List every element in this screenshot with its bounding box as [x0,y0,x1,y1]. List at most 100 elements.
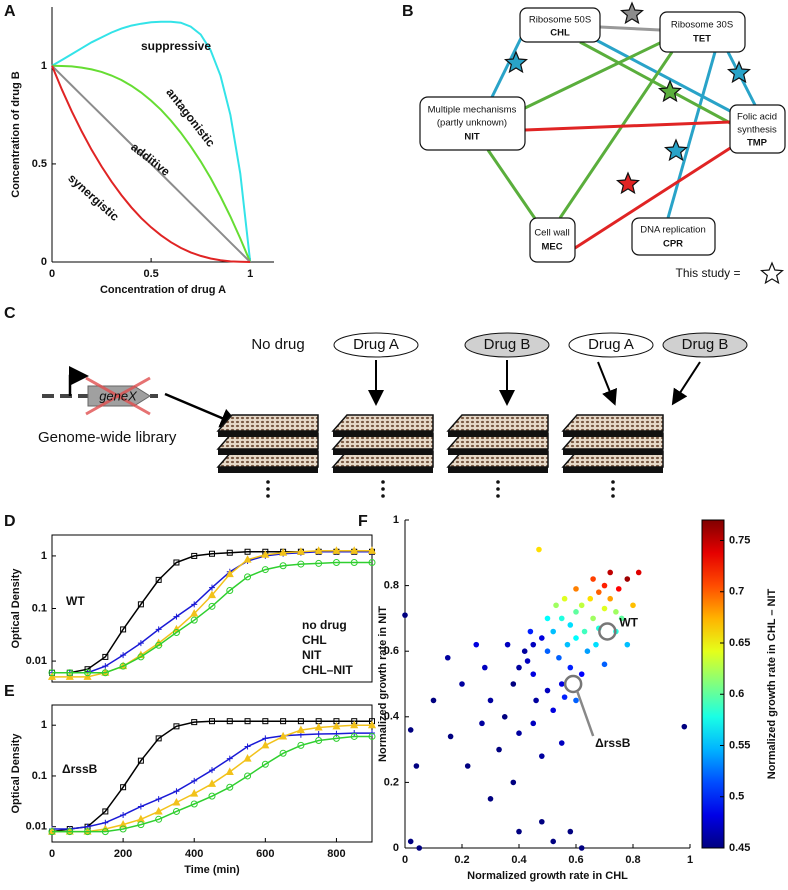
point [416,845,423,851]
point [618,615,625,622]
panel-label: E [4,683,15,700]
marker [102,663,109,670]
legend-entry: CHL [302,633,327,647]
point [573,697,579,704]
series-line [52,550,372,678]
marker [226,586,234,594]
node-code: TMP [747,138,768,149]
point [561,694,568,700]
library-label: Genome-wide library [38,429,177,446]
marker [155,641,163,649]
drug-tags [333,332,748,358]
point [567,828,574,835]
marker [66,669,74,677]
marker [172,807,180,815]
point [533,697,539,704]
marker [209,584,215,591]
series-label: suppressive [141,39,211,53]
marker [120,626,127,633]
point [530,671,537,677]
marker [332,558,340,566]
point [607,569,613,576]
point [501,714,508,720]
series-line [51,64,252,263]
marker [48,669,56,677]
condition-label: Drug B [484,336,531,353]
point [444,654,451,661]
y-tick-label: 0.01 [26,655,47,667]
y-axis-label: Normalized growth rate in NIT [377,606,389,762]
marker [225,569,234,578]
drug-arrows [368,360,701,406]
marker [244,718,251,725]
plate-side [333,449,433,455]
annotation: ΔrssB [62,762,98,776]
marker [155,796,162,803]
point [553,602,559,609]
marker [120,652,127,659]
plate-side [563,431,663,437]
node-text: Ribosome 50S [529,15,591,26]
marker [209,718,215,725]
highlight-label: WT [619,616,638,630]
x-tick-label: 800 [327,848,345,860]
marker [244,573,252,581]
legend-entry: CHL–NIT [302,663,353,677]
y-tick-label: 0.5 [32,158,47,170]
marker [350,546,359,554]
point [407,838,414,845]
plate-side [563,449,663,455]
marker [315,731,322,738]
y-tick-label: 1 [41,719,47,731]
marker [190,789,199,797]
point [407,727,414,733]
marker [261,550,270,558]
panel-label: D [4,513,16,530]
x-tick-label: 1 [247,268,253,280]
marker [262,735,269,742]
point [521,648,528,654]
marker [296,547,305,555]
marker [137,601,144,608]
x-tick-label: 0.4 [511,854,527,866]
series-line [52,561,372,674]
plate-top [446,414,549,432]
ellipsis-dot [381,494,385,498]
star [663,138,689,162]
marker [367,546,377,554]
marker [155,626,162,633]
star [615,171,641,195]
plate-side [448,467,548,473]
marker [102,808,109,815]
colorbar-tick-label: 0.7 [729,586,744,598]
marker [350,558,358,566]
node-text: (partly unknown) [437,118,507,129]
y-tick-label: 0.4 [384,711,400,723]
point [516,730,522,736]
marker [296,725,305,734]
marker [137,821,145,829]
condition-label: Drug B [682,336,729,353]
series-line [51,720,372,833]
panel-label: C [4,305,16,322]
point [536,546,542,553]
marker [155,735,162,742]
legend-text: This study = [675,266,740,280]
marker [191,777,198,784]
ellipsis-dot [266,487,270,491]
node-text: Folic acid [737,112,777,123]
marker [243,754,252,762]
y-axis-label: Optical Density [10,733,22,814]
point [516,828,522,835]
leader [575,690,595,737]
plates [216,414,664,498]
x-tick-label: 200 [114,848,132,860]
marker [191,552,198,559]
x-axis-label: Normalized growth rate in CHL [467,870,628,882]
x-axis-label: Concentration of drug A [100,284,226,296]
x-tick-label: 0 [402,854,408,866]
point [510,779,517,786]
node-code: CPR [663,239,683,250]
marker [101,828,109,836]
highlight [563,674,583,694]
